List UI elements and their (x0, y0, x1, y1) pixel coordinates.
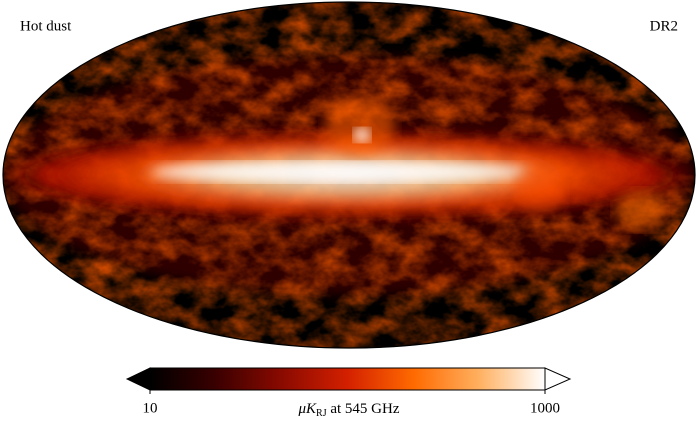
sky-map (3, 2, 695, 348)
map-outline (2, 1, 696, 349)
unit-subscript: RJ (316, 408, 327, 419)
colorbar-tick-label: 1000 (530, 400, 560, 416)
release-label: DR2 (650, 18, 678, 34)
colorbar-bar (149, 367, 546, 391)
colorbar-label: μKRJ at 545 GHz (297, 401, 399, 419)
map-title: Hot dust (20, 18, 72, 34)
colorbar-under-arrow (125, 367, 151, 391)
label-rest: at 545 GHz (327, 401, 400, 417)
colorbar-over-arrow (544, 367, 572, 391)
unit-symbol: μK (297, 401, 317, 417)
colorbar: μKRJ at 545 GHz 10 1000 (125, 367, 572, 419)
colorbar-tick-label: 10 (143, 400, 158, 416)
